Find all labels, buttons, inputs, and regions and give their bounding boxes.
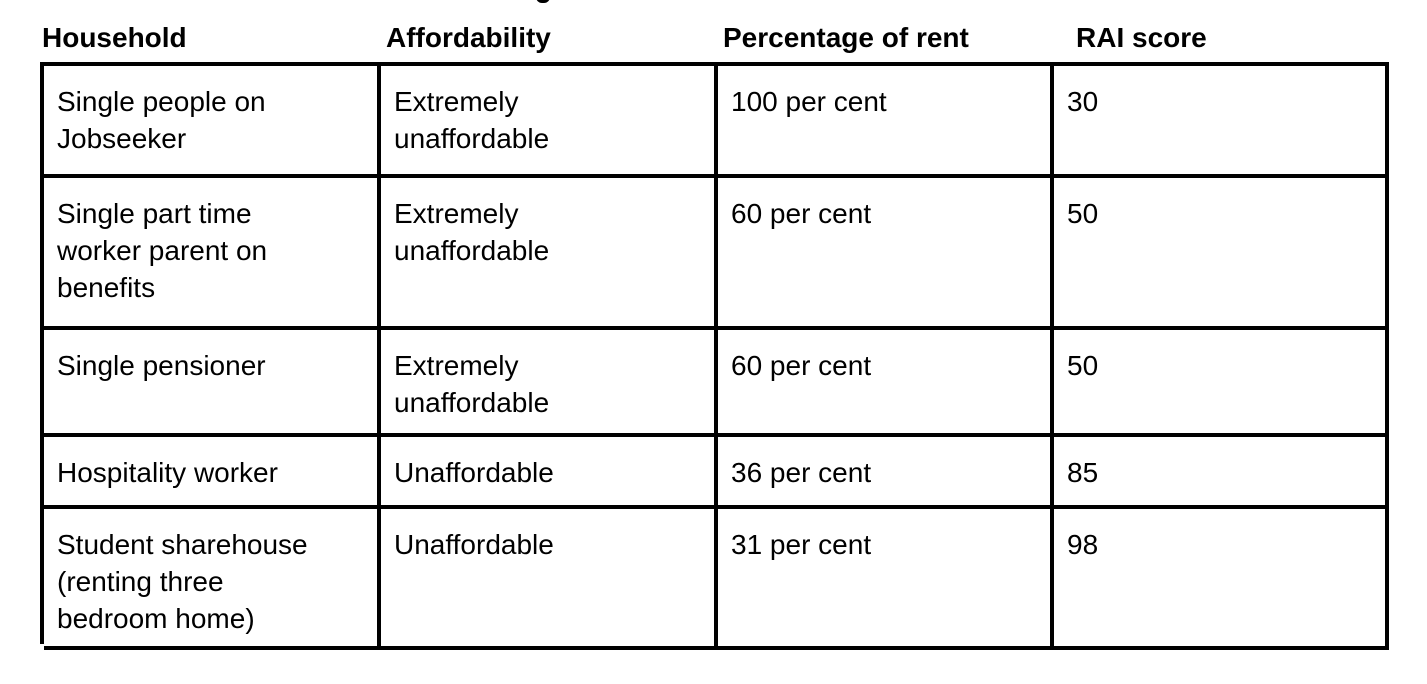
percentage-text: 31 per cent [731, 529, 872, 560]
household-cell: Single pensioner [44, 330, 381, 433]
household-cell: Hospitality worker [44, 437, 381, 505]
rai-score-cell: 30 [1054, 66, 1389, 174]
affordability-text: Extremely [394, 198, 519, 229]
affordability-text: Extremely [394, 350, 519, 381]
rai-score-cell: 85 [1054, 437, 1389, 505]
percentage-text: 60 per cent [731, 198, 872, 229]
household-text: Jobseeker [57, 123, 187, 154]
household-cell: Single people on Jobseeker [44, 66, 381, 174]
rai-score-cell: 98 [1054, 509, 1389, 646]
percentage-cell: 31 per cent [718, 509, 1054, 646]
percentage-text: 60 per cent [731, 350, 872, 381]
table-row: Single pensioner Extremely unaffordable … [44, 330, 1389, 437]
percentage-cell: 60 per cent [718, 330, 1054, 433]
percentage-text: 36 per cent [731, 457, 872, 488]
household-text: worker parent on [57, 235, 268, 266]
household-text: (renting three [57, 566, 224, 597]
header-rai-score: RAI score [1076, 22, 1207, 53]
affordability-cell: Extremely unaffordable [381, 66, 718, 174]
affordability-text: unaffordable [394, 123, 550, 154]
affordability-cell: Unaffordable [381, 437, 718, 505]
household-cell: Student sharehouse (renting three bedroo… [44, 509, 381, 646]
rai-score-cell: 50 [1054, 178, 1389, 326]
affordability-cell: Unaffordable [381, 509, 718, 646]
household-text: benefits [57, 272, 156, 303]
household-text: Single people on [57, 86, 266, 117]
percentage-cell: 36 per cent [718, 437, 1054, 505]
percentage-text: 100 per cent [731, 86, 887, 117]
household-text: Single pensioner [57, 350, 266, 381]
table-row: Hospitality worker Unaffordable 36 per c… [44, 437, 1389, 509]
rent-affordability-table: Single people on Jobseeker Extremely una… [40, 62, 1389, 650]
affordability-text: Unaffordable [394, 529, 554, 560]
table-row: Student sharehouse (renting three bedroo… [44, 509, 1389, 650]
household-cell: Single part time worker parent on benefi… [44, 178, 381, 326]
rai-score-text: 50 [1067, 198, 1099, 229]
household-text: Single part time [57, 198, 252, 229]
affordability-text: unaffordable [394, 387, 550, 418]
rai-score-text: 30 [1067, 86, 1099, 117]
percentage-cell: 100 per cent [718, 66, 1054, 174]
header-affordability: Affordability [386, 22, 551, 53]
table-header-row: Household Affordability Percentage of re… [0, 18, 1427, 58]
rai-score-text: 85 [1067, 457, 1099, 488]
rai-score-text: 50 [1067, 350, 1099, 381]
affordability-text: Unaffordable [394, 457, 554, 488]
household-text: bedroom home) [57, 603, 255, 634]
rai-score-cell: 50 [1054, 330, 1389, 433]
header-household: Household [42, 22, 187, 53]
cropped-glyph-fragment [536, 0, 550, 3]
rai-score-text: 98 [1067, 529, 1099, 560]
household-text: Student sharehouse [57, 529, 308, 560]
table-row: Single part time worker parent on benefi… [44, 178, 1389, 330]
header-percentage-of-rent: Percentage of rent [723, 22, 969, 53]
affordability-cell: Extremely unaffordable [381, 178, 718, 326]
affordability-text: Extremely [394, 86, 519, 117]
percentage-cell: 60 per cent [718, 178, 1054, 326]
affordability-cell: Extremely unaffordable [381, 330, 718, 433]
household-text: Hospitality worker [57, 457, 278, 488]
affordability-text: unaffordable [394, 235, 550, 266]
table-row: Single people on Jobseeker Extremely una… [44, 66, 1389, 178]
